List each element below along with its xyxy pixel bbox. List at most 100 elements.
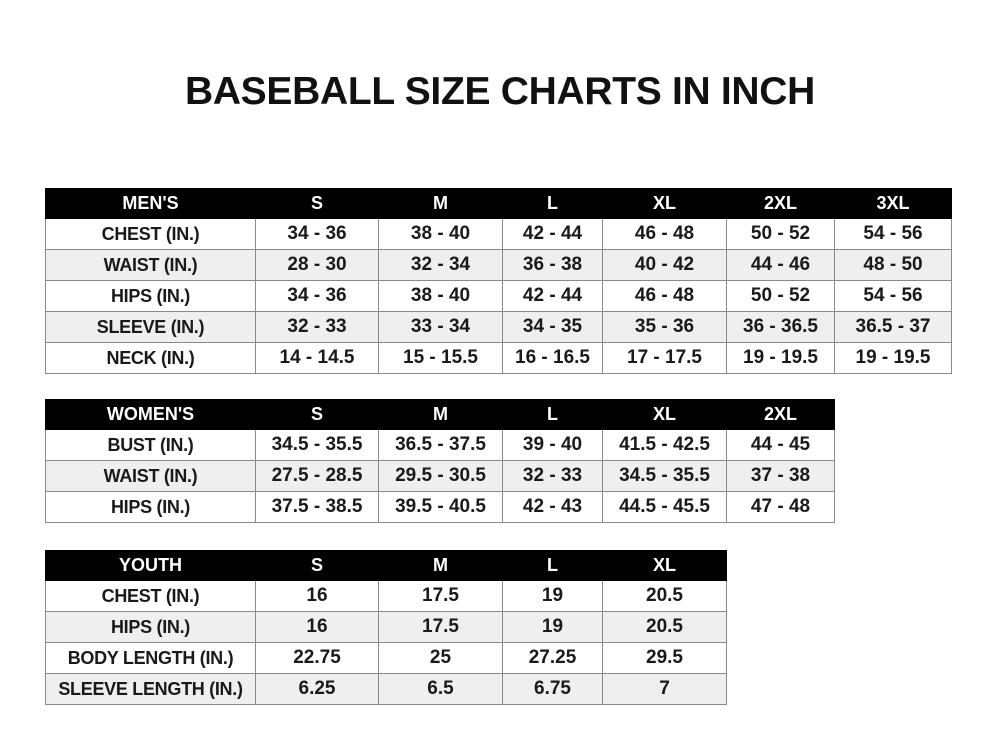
size-cell: 34.5 - 35.5: [255, 429, 379, 461]
size-cell: 6.75: [502, 673, 603, 705]
size-cell: 33 - 34: [378, 311, 503, 343]
size-cell: 34 - 36: [255, 218, 379, 250]
size-cell: 17.5: [378, 580, 503, 612]
row-label: CHEST (IN.): [45, 218, 256, 250]
row-label: SLEEVE (IN.): [45, 311, 256, 343]
size-cell: 32 - 34: [378, 249, 503, 281]
row-label: BODY LENGTH (IN.): [45, 642, 256, 674]
column-header: L: [502, 188, 603, 219]
column-header: 3XL: [834, 188, 952, 219]
size-cell: 50 - 52: [726, 280, 835, 312]
table-row: NECK (IN.) 14 - 14.5 15 - 15.5 16 - 16.5 17 …: [45, 342, 952, 374]
column-header: M: [378, 188, 503, 219]
size-cell: 16 - 16.5: [502, 342, 603, 374]
table-header-row: WOMEN'S S M L XL 2XL: [45, 399, 835, 430]
size-cell: 36.5 - 37.5: [378, 429, 503, 461]
size-cell: 32 - 33: [502, 460, 603, 492]
table-row: HIPS (IN.) 37.5 - 38.5 39.5 - 40.5 42 - 43 4…: [45, 491, 835, 523]
size-cell: 47 - 48: [726, 491, 835, 523]
size-cell: 50 - 52: [726, 218, 835, 250]
size-cell: 17 - 17.5: [602, 342, 727, 374]
column-header: XL: [602, 550, 727, 581]
size-cell: 35 - 36: [602, 311, 727, 343]
youth-size-table: YOUTH S M L XL CHEST (IN.) 16 17.5 19 20.5 HIPS (I…: [45, 550, 727, 705]
table-header-row: MEN'S S M L XL 2XL 3XL: [45, 188, 952, 219]
row-label: SLEEVE LENGTH (IN.): [45, 673, 256, 705]
column-header: MEN'S: [45, 188, 256, 219]
column-header: WOMEN'S: [45, 399, 256, 430]
size-cell: 34.5 - 35.5: [602, 460, 727, 492]
size-cell: 7: [602, 673, 727, 705]
table-row: WAIST (IN.) 27.5 - 28.5 29.5 - 30.5 32 - 33…: [45, 460, 835, 492]
size-cell: 19 - 19.5: [726, 342, 835, 374]
size-cell: 40 - 42: [602, 249, 727, 281]
size-cell: 19: [502, 611, 603, 643]
size-cell: 46 - 48: [602, 218, 727, 250]
column-header: M: [378, 550, 503, 581]
size-cell: 54 - 56: [834, 218, 952, 250]
size-cell: 42 - 44: [502, 280, 603, 312]
size-cell: 20.5: [602, 580, 727, 612]
size-cell: 16: [255, 611, 379, 643]
size-cell: 36 - 38: [502, 249, 603, 281]
size-cell: 48 - 50: [834, 249, 952, 281]
size-cell: 44 - 46: [726, 249, 835, 281]
size-cell: 38 - 40: [378, 218, 503, 250]
table-row: CHEST (IN.) 16 17.5 19 20.5: [45, 580, 727, 612]
table-row: BUST (IN.) 34.5 - 35.5 36.5 - 37.5 39 - 40 4…: [45, 429, 835, 461]
row-label: HIPS (IN.): [45, 491, 256, 523]
column-header: YOUTH: [45, 550, 256, 581]
size-cell: 41.5 - 42.5: [602, 429, 727, 461]
column-header: 2XL: [726, 399, 835, 430]
size-cell: 19: [502, 580, 603, 612]
table-row: CHEST (IN.) 34 - 36 38 - 40 42 - 44 46 - 48 5…: [45, 218, 952, 250]
size-cell: 39.5 - 40.5: [378, 491, 503, 523]
size-cell: 32 - 33: [255, 311, 379, 343]
table-row: HIPS (IN.) 34 - 36 38 - 40 42 - 44 46 - 48 50…: [45, 280, 952, 312]
size-cell: 19 - 19.5: [834, 342, 952, 374]
column-header: L: [502, 550, 603, 581]
size-cell: 44 - 45: [726, 429, 835, 461]
column-header: 2XL: [726, 188, 835, 219]
size-cell: 28 - 30: [255, 249, 379, 281]
size-cell: 36 - 36.5: [726, 311, 835, 343]
size-cell: 22.75: [255, 642, 379, 674]
mens-size-table: MEN'S S M L XL 2XL 3XL CHEST (IN.) 34 - 36 38 - 4…: [45, 188, 952, 374]
table-header-row: YOUTH S M L XL: [45, 550, 727, 581]
table-row: SLEEVE LENGTH (IN.) 6.25 6.5 6.75 7: [45, 673, 727, 705]
row-label: HIPS (IN.): [45, 611, 256, 643]
row-label: BUST (IN.): [45, 429, 256, 461]
size-cell: 42 - 43: [502, 491, 603, 523]
column-header: XL: [602, 188, 727, 219]
column-header: L: [502, 399, 603, 430]
size-cell: 6.5: [378, 673, 503, 705]
size-cell: 42 - 44: [502, 218, 603, 250]
size-cell: 34 - 36: [255, 280, 379, 312]
table-row: BODY LENGTH (IN.) 22.75 25 27.25 29.5: [45, 642, 727, 674]
size-cell: 54 - 56: [834, 280, 952, 312]
size-cell: 17.5: [378, 611, 503, 643]
column-header: M: [378, 399, 503, 430]
womens-size-table: WOMEN'S S M L XL 2XL BUST (IN.) 34.5 - 35.5 36.5…: [45, 399, 835, 523]
size-cell: 38 - 40: [378, 280, 503, 312]
size-cell: 15 - 15.5: [378, 342, 503, 374]
size-cell: 37.5 - 38.5: [255, 491, 379, 523]
size-cell: 34 - 35: [502, 311, 603, 343]
size-cell: 37 - 38: [726, 460, 835, 492]
table-row: SLEEVE (IN.) 32 - 33 33 - 34 34 - 35 35 - 36…: [45, 311, 952, 343]
size-cell: 27.5 - 28.5: [255, 460, 379, 492]
table-row: HIPS (IN.) 16 17.5 19 20.5: [45, 611, 727, 643]
size-cell: 36.5 - 37: [834, 311, 952, 343]
size-cell: 29.5: [602, 642, 727, 674]
size-cell: 14 - 14.5: [255, 342, 379, 374]
size-cell: 46 - 48: [602, 280, 727, 312]
table-row: WAIST (IN.) 28 - 30 32 - 34 36 - 38 40 - 42 4…: [45, 249, 952, 281]
size-cell: 20.5: [602, 611, 727, 643]
size-cell: 16: [255, 580, 379, 612]
column-header: XL: [602, 399, 727, 430]
size-cell: 29.5 - 30.5: [378, 460, 503, 492]
column-header: S: [255, 399, 379, 430]
size-cell: 39 - 40: [502, 429, 603, 461]
size-cell: 6.25: [255, 673, 379, 705]
column-header: S: [255, 550, 379, 581]
